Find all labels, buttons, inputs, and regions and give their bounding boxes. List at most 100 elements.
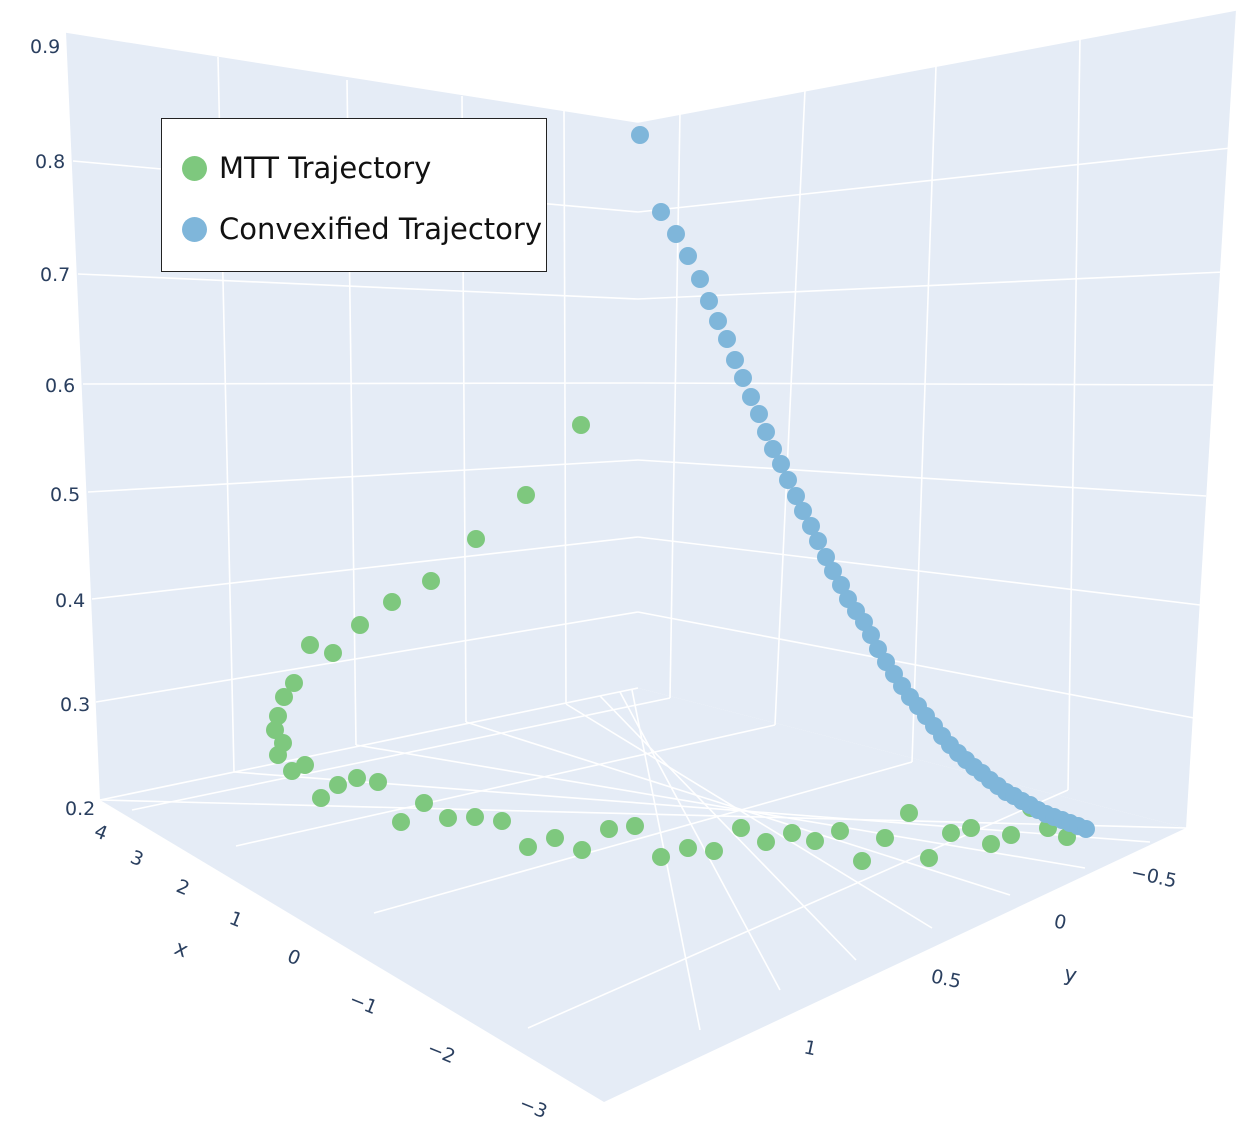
x-tick-label: 0	[284, 945, 303, 970]
legend-label: MTT Trajectory	[219, 151, 432, 185]
legend-item-convexified[interactable]: Convexified Trajectory	[182, 212, 542, 246]
y-axis-title: y	[1062, 961, 1079, 987]
convexified-trajectory-point	[757, 423, 775, 441]
convexified-trajectory-point	[779, 471, 797, 489]
mtt-trajectory-point	[1058, 828, 1076, 846]
mtt-trajectory-point	[383, 593, 401, 611]
mtt-trajectory-point	[732, 819, 750, 837]
mtt-trajectory-point	[962, 819, 980, 837]
convexified-trajectory-point	[734, 369, 752, 387]
mtt-trajectory-point	[301, 636, 319, 654]
convexified-trajectory-point	[832, 576, 850, 594]
mtt-trajectory-point	[783, 824, 801, 842]
x-tick-label: −1	[346, 988, 380, 1019]
mtt-trajectory-point	[266, 721, 284, 739]
x-tick-label: 3	[127, 846, 146, 871]
mtt-trajectory-point	[546, 829, 564, 847]
convexified-trajectory-point	[700, 292, 718, 310]
z-tick-label: 0.5	[50, 484, 80, 506]
data-points	[266, 126, 1095, 870]
z-tick-label: 0.3	[60, 694, 90, 716]
convexified-trajectory-point	[631, 126, 649, 144]
z-tick-label: 0.4	[55, 590, 85, 612]
convexified-trajectory-point	[809, 532, 827, 550]
mtt-trajectory-point	[652, 848, 670, 866]
convexified-trajectory-point	[764, 440, 782, 458]
mtt-trajectory-point	[348, 769, 366, 787]
mtt-trajectory-point	[329, 776, 347, 794]
x-tick-label: 4	[91, 820, 110, 845]
y-tick-label: 0.5	[929, 965, 963, 993]
mtt-trajectory-point	[876, 829, 894, 847]
convexified-trajectory-point	[679, 247, 697, 265]
convexified-trajectory-point	[802, 517, 820, 535]
z-tick-label: 0.8	[35, 151, 65, 173]
mtt-trajectory-point	[982, 835, 1000, 853]
mtt-trajectory-point	[920, 849, 938, 867]
z-tick-label: 0.2	[65, 798, 95, 820]
convexified-trajectory-point	[862, 626, 880, 644]
mtt-trajectory-point	[415, 794, 433, 812]
z-tick-label: 0.9	[30, 36, 60, 58]
y-tick-label: 1	[802, 1036, 818, 1060]
x-axis-title: x	[171, 935, 192, 962]
mtt-trajectory-point	[269, 746, 287, 764]
convexified-trajectory-point	[718, 330, 736, 348]
convexified-trajectory-point	[691, 270, 709, 288]
mtt-trajectory-point	[312, 789, 330, 807]
mtt-trajectory-point	[283, 762, 301, 780]
mtt-trajectory-point	[269, 707, 287, 725]
mtt-trajectory-point	[324, 644, 342, 662]
floor	[100, 688, 1186, 1102]
legend-label: Convexified Trajectory	[219, 212, 543, 246]
convexified-trajectory-point	[1077, 820, 1095, 838]
convexified-trajectory-point	[726, 351, 744, 369]
mtt-trajectory-point	[705, 842, 723, 860]
convexified-trajectory-point	[787, 487, 805, 505]
convexified-trajectory-point	[817, 548, 835, 566]
mtt-trajectory-point	[422, 572, 440, 590]
x-tick-label: −2	[424, 1037, 458, 1068]
x-tick-label: 1	[226, 907, 245, 932]
mtt-trajectory-point	[275, 688, 293, 706]
x-tick-label: −3	[516, 1092, 550, 1123]
legend: MTT Trajectory Convexified Trajectory	[161, 118, 547, 272]
convexified-trajectory-point	[652, 203, 670, 221]
mtt-trajectory-point	[626, 817, 644, 835]
z-tick-label: 0.7	[40, 264, 70, 286]
convexified-trajectory-point	[824, 562, 842, 580]
mtt-trajectory-point	[369, 773, 387, 791]
mtt-trajectory-point	[1002, 826, 1020, 844]
mtt-trajectory-point	[493, 812, 511, 830]
z-axis-ticks: 0.9 0.8 0.7 0.6 0.5 0.4 0.3 0.2	[30, 36, 95, 820]
mtt-trajectory-point	[600, 820, 618, 838]
x-tick-label: 2	[173, 875, 192, 900]
mtt-trajectory-point	[285, 674, 303, 692]
back-right-wall	[638, 10, 1236, 828]
y-tick-label: −0.5	[1129, 861, 1179, 892]
mtt-trajectory-point	[572, 416, 590, 434]
mtt-trajectory-point	[757, 833, 775, 851]
convexified-trajectory-point	[742, 388, 760, 406]
mtt-trajectory-point	[806, 832, 824, 850]
mtt-trajectory-point	[519, 838, 537, 856]
mtt-trajectory-point	[853, 852, 871, 870]
mtt-trajectory-point	[351, 616, 369, 634]
z-tick-label: 0.6	[45, 375, 75, 397]
convexified-trajectory-point	[772, 455, 790, 473]
mtt-trajectory-point	[467, 530, 485, 548]
mtt-trajectory-point	[439, 809, 457, 827]
convexified-trajectory-point	[667, 225, 685, 243]
convexified-trajectory-point	[794, 502, 812, 520]
mtt-trajectory-point	[573, 841, 591, 859]
legend-marker-icon	[182, 155, 207, 181]
y-tick-label: 0	[1052, 910, 1068, 934]
mtt-trajectory-point	[942, 824, 960, 842]
convexified-trajectory-point	[750, 405, 768, 423]
convexified-trajectory-point	[869, 640, 887, 658]
mtt-trajectory-point	[831, 822, 849, 840]
mtt-trajectory-point	[900, 804, 918, 822]
mtt-trajectory-point	[466, 808, 484, 826]
legend-item-mtt[interactable]: MTT Trajectory	[182, 151, 431, 185]
mtt-trajectory-point	[392, 813, 410, 831]
